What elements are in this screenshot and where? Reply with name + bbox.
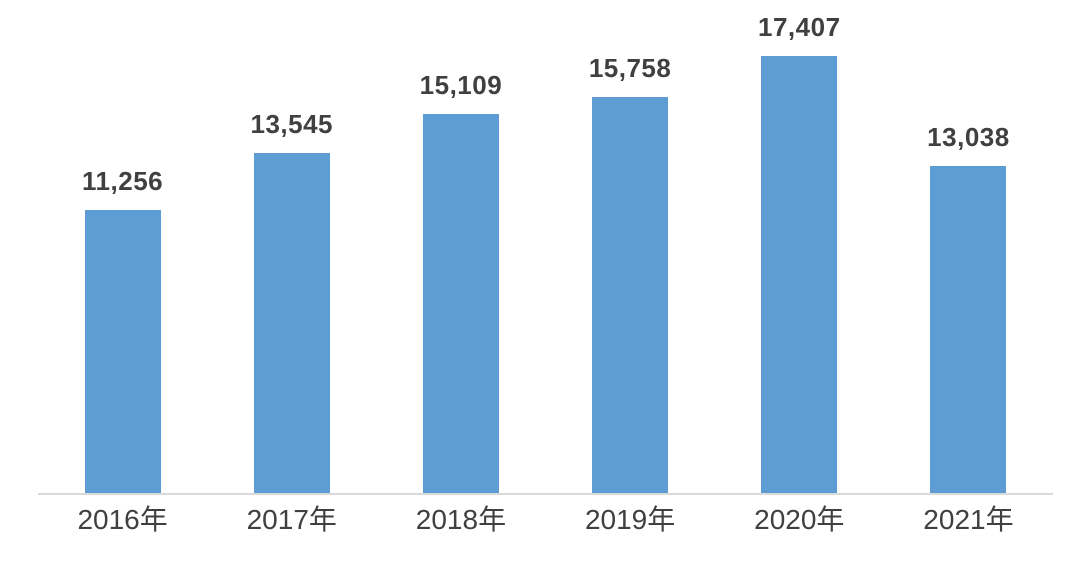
x-axis-tick-label: 2018年 [415, 504, 507, 535]
x-axis-tick-label: 2017年 [246, 504, 337, 535]
bar [84, 210, 161, 493]
x-axis-tick-label: 2020年 [754, 504, 845, 535]
bar [930, 166, 1007, 493]
plot-area: 11,256 13,545 15,109 15,758 17,407 13,038 [38, 0, 1053, 495]
bar-group: 15,109 [376, 0, 545, 493]
x-axis-tick-label: 2021年 [923, 504, 1014, 535]
data-label: 15,758 [588, 53, 672, 84]
bar [592, 97, 669, 493]
bar-group: 13,038 [884, 0, 1053, 493]
bar [761, 56, 838, 493]
x-axis-line [38, 493, 1053, 495]
data-label: 11,256 [82, 166, 164, 197]
x-axis-tick-label: 2019年 [584, 504, 676, 535]
data-label: 13,545 [250, 109, 334, 140]
bar-group: 15,758 [546, 0, 715, 493]
x-slot: 2021年 [884, 503, 1053, 537]
bar [422, 114, 499, 493]
x-slot: 2020年 [715, 503, 884, 537]
x-slot: 2018年 [376, 503, 545, 537]
x-slot: 2016年 [38, 503, 207, 537]
x-slot: 2019年 [546, 503, 715, 537]
bar [253, 153, 330, 493]
bar-group: 11,256 [38, 0, 207, 493]
bar-group: 13,545 [207, 0, 376, 493]
x-axis-tick-label: 2016年 [77, 504, 168, 535]
data-label: 15,109 [419, 70, 503, 101]
x-axis-labels: 2016年 2017年 2018年 2019年 2020年 2021年 [38, 503, 1053, 537]
bars-container: 11,256 13,545 15,109 15,758 17,407 13,038 [38, 0, 1053, 493]
data-label: 13,038 [927, 122, 1010, 153]
bar-group: 17,407 [715, 0, 884, 493]
x-slot: 2017年 [207, 503, 376, 537]
data-label: 17,407 [758, 12, 841, 43]
